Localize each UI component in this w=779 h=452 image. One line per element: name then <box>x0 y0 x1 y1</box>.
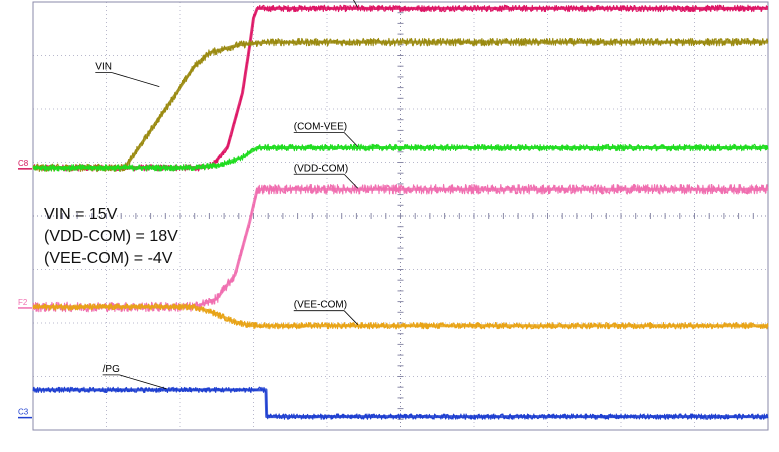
annotation-vdd-com: (VDD-COM) = 18V <box>44 228 178 245</box>
trace-label-leader <box>119 374 167 390</box>
trace-label-leader <box>353 0 359 8</box>
waveform-traces <box>32 4 769 420</box>
trace-com-vee <box>33 146 768 170</box>
trace-label-vee-com: (VEE-COM) <box>294 300 347 311</box>
channel-marker-f2: F2 <box>18 298 28 307</box>
trace-label-leader <box>343 173 359 189</box>
trace-vee-com <box>33 305 768 328</box>
trace-labels: (VDD--VEE)VIN(COM-VEE)(VDD-COM)(VEE-COM)… <box>95 0 359 390</box>
channel-marker-c8: C8 <box>18 159 29 168</box>
trace-label-leader <box>343 132 359 147</box>
trace-label-leader <box>111 72 160 87</box>
channel-markers: C8 F2 C3 <box>18 159 32 419</box>
trace-label-pg: /PG <box>103 364 120 375</box>
trace-label-vin: VIN <box>95 62 112 73</box>
plot-frame <box>32 1 769 431</box>
annotation-vee-com: (VEE-COM) = -4V <box>44 250 173 267</box>
trace-label-vdd-com: (VDD-COM) <box>294 163 348 174</box>
trace-label-com-vee: (COM-VEE) <box>294 122 347 133</box>
trace-pg <box>33 388 768 419</box>
trace-vdd-com-noise <box>32 183 769 313</box>
annotation-vin: VIN = 15V <box>44 206 118 223</box>
trace-label-leader <box>343 310 359 325</box>
channel-marker-c3: C3 <box>18 408 29 417</box>
graticule <box>32 1 769 431</box>
